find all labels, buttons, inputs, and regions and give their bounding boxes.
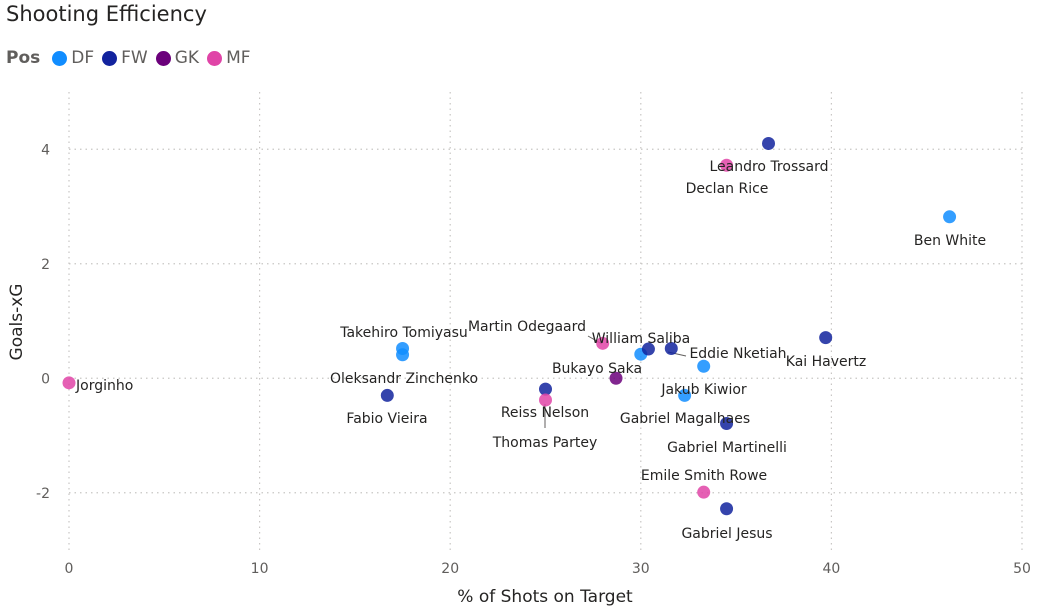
- legend-title: Pos: [6, 48, 41, 68]
- legend: Pos DF FW GK MF: [6, 46, 259, 70]
- data-point[interactable]: [641, 342, 655, 356]
- point-label: Gabriel Magalhaes: [620, 411, 750, 427]
- point-label: Fabio Vieira: [346, 411, 427, 427]
- data-point[interactable]: [762, 137, 776, 151]
- point-label: Reiss Nelson: [501, 405, 589, 421]
- x-axis-title: % of Shots on Target: [457, 587, 633, 607]
- y-axis-title: Goals-xG: [7, 284, 27, 361]
- point-label: Leandro Trossard: [709, 159, 828, 175]
- data-point[interactable]: [943, 210, 957, 224]
- point-label: Oleksandr Zinchenko: [330, 371, 478, 387]
- x-tick-label: 10: [251, 561, 269, 577]
- point-label: Gabriel Jesus: [681, 526, 772, 542]
- point-label: Gabriel Martinelli: [667, 440, 787, 456]
- legend-label-gk: GK: [174, 48, 200, 68]
- legend-item-fw[interactable]: FW: [102, 48, 148, 68]
- x-tick-label: 50: [1013, 561, 1031, 577]
- point-labels: Jorginho Takehiro Tomiyasu Oleksandr Zinch…: [75, 159, 986, 542]
- y-tick-label: 2: [41, 257, 50, 273]
- legend-dot-fw: [102, 50, 118, 66]
- y-axis-ticks: -2 0 2 4: [36, 142, 50, 502]
- point-label: Emile Smith Rowe: [641, 468, 767, 484]
- data-point[interactable]: [539, 382, 552, 396]
- legend-label-fw: FW: [121, 48, 148, 68]
- data-point[interactable]: [539, 393, 552, 407]
- data-point[interactable]: [609, 371, 623, 385]
- point-label: Martin Odegaard: [468, 319, 586, 335]
- y-tick-label: 0: [41, 371, 50, 387]
- legend-item-gk[interactable]: GK: [155, 48, 200, 68]
- point-label: Eddie Nketiah: [689, 346, 786, 362]
- point-label: Ben White: [914, 233, 986, 249]
- x-tick-label: 40: [822, 561, 840, 577]
- data-point[interactable]: [697, 485, 711, 499]
- point-label: Jakub Kiwior: [660, 382, 747, 398]
- x-axis-ticks: 0 10 20 30 40 50: [65, 561, 1031, 577]
- data-point[interactable]: [819, 331, 833, 345]
- data-point[interactable]: [380, 388, 394, 402]
- y-tick-label: 4: [41, 142, 50, 158]
- data-point[interactable]: [720, 416, 734, 430]
- data-point[interactable]: [664, 341, 678, 355]
- x-tick-label: 30: [632, 561, 650, 577]
- point-label: Declan Rice: [686, 181, 769, 197]
- point-label: William Saliba: [592, 331, 690, 347]
- point-label: Bukayo Saka: [552, 361, 642, 377]
- data-point[interactable]: [596, 336, 610, 350]
- legend-dot-df: [52, 50, 68, 66]
- legend-label-df: DF: [71, 48, 95, 68]
- legend-label-mf: MF: [226, 48, 251, 68]
- chart-title: Shooting Efficiency: [6, 2, 207, 26]
- x-tick-label: 0: [65, 561, 74, 577]
- data-point[interactable]: [396, 348, 410, 362]
- data-point[interactable]: [697, 359, 711, 373]
- data-point[interactable]: [62, 376, 76, 390]
- data-points: [62, 137, 957, 516]
- y-tick-label: -2: [36, 486, 50, 502]
- point-label: Takehiro Tomiyasu: [339, 325, 468, 341]
- legend-dot-mf: [207, 50, 223, 66]
- legend-item-df[interactable]: DF: [52, 48, 94, 68]
- legend-item-mf[interactable]: MF: [207, 48, 251, 68]
- point-label: Jorginho: [75, 378, 133, 394]
- x-tick-label: 20: [441, 561, 459, 577]
- data-point[interactable]: [678, 388, 692, 402]
- point-label: Kai Havertz: [786, 354, 866, 370]
- legend-dot-gk: [155, 50, 171, 66]
- data-point[interactable]: [720, 502, 734, 516]
- data-point[interactable]: [720, 158, 734, 172]
- point-label: Thomas Partey: [492, 435, 598, 451]
